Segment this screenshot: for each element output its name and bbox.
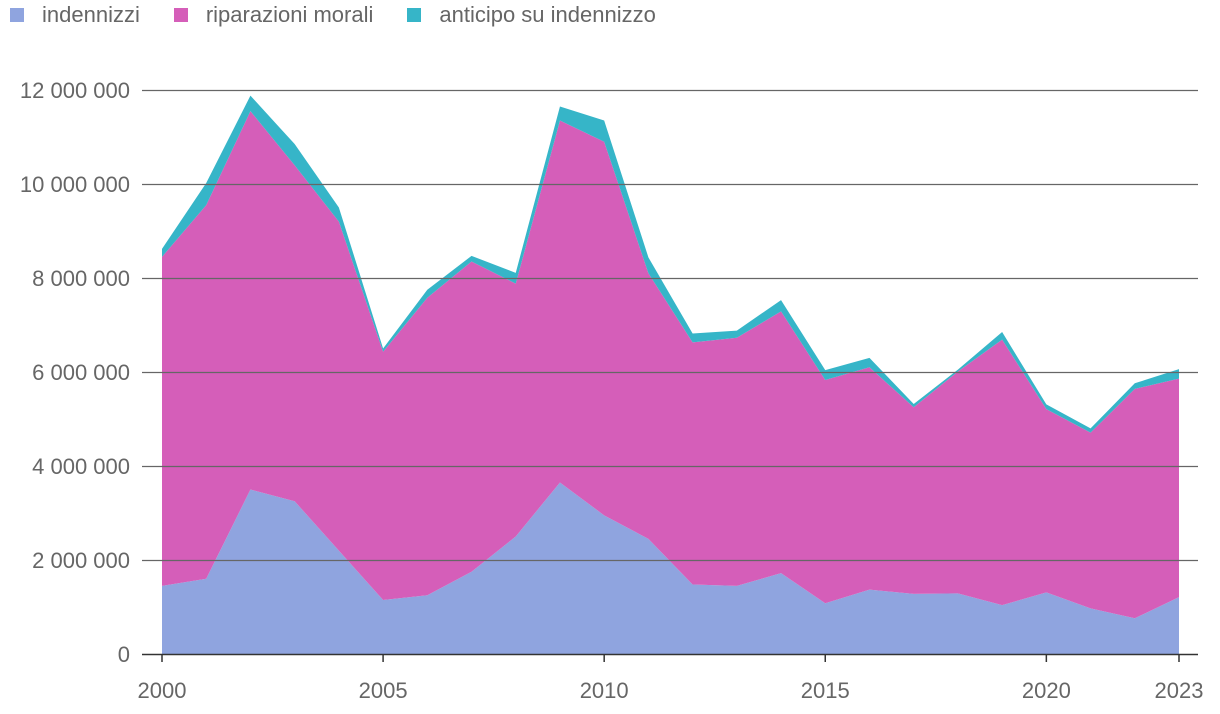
x-tick-label: 2020 (1022, 678, 1071, 703)
legend-item-anticipo-su-indennizzo: anticipo su indennizzo (407, 2, 656, 28)
y-tick-label: 0 (118, 642, 130, 667)
x-tick-label: 2010 (580, 678, 629, 703)
x-tick-label: 2015 (801, 678, 850, 703)
legend-label-riparazioni-morali: riparazioni morali (205, 2, 374, 27)
y-axis: 0 2 000 000 4 000 000 6 000 000 8 000 000 10 … (20, 78, 130, 667)
y-tick-label: 8 000 000 (32, 266, 130, 291)
area-riparazioni-morali (162, 111, 1179, 619)
y-tick-label: 6 000 000 (32, 360, 130, 385)
areas (162, 95, 1179, 654)
gridlines (142, 89, 1198, 656)
x-axis: 2000 2005 2010 2015 2020 2023 (138, 654, 1204, 703)
x-tick-label: 2000 (138, 678, 187, 703)
x-tick-label: 2005 (359, 678, 408, 703)
legend-label-anticipo-su-indennizzo: anticipo su indennizzo (439, 2, 656, 27)
legend-item-riparazioni-morali: riparazioni morali (173, 2, 374, 28)
legend-swatch-riparazioni-morali (173, 8, 188, 22)
y-tick-label: 4 000 000 (32, 454, 130, 479)
area-indennizzi (162, 482, 1179, 654)
x-tick-label: 2023 (1155, 678, 1204, 703)
legend-swatch-indennizzi (10, 8, 24, 22)
legend-swatch-anticipo-su-indennizzo (407, 8, 422, 22)
legend: indennizzi riparazioni morali anticipo s… (10, 0, 690, 30)
legend-label-indennizzi: indennizzi (42, 2, 140, 27)
legend-item-indennizzi: indennizzi (10, 2, 140, 28)
y-tick-label: 2 000 000 (32, 548, 130, 573)
y-tick-label: 12 000 000 (20, 78, 130, 103)
y-tick-label: 10 000 000 (20, 172, 130, 197)
